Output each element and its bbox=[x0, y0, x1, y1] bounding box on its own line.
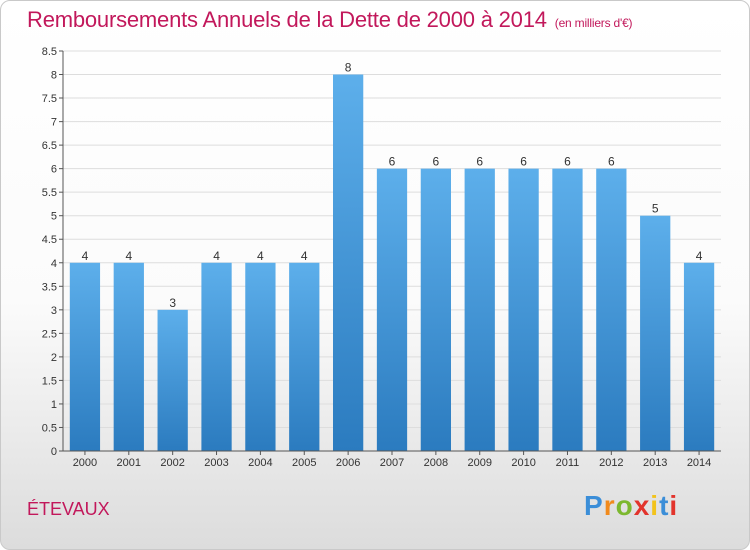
y-tick-label: 5.5 bbox=[42, 187, 57, 199]
logo-letter: o bbox=[615, 490, 634, 521]
x-tick-label: 2014 bbox=[687, 457, 711, 469]
logo-letter: x bbox=[633, 490, 651, 521]
bar-value-label: 5 bbox=[652, 202, 659, 216]
x-axis: 2000 2001 2002 2003 2004 2005 2006 2007 2008 2009… bbox=[63, 450, 721, 469]
chart-title: Remboursements Annuels de la Dette de 20… bbox=[27, 7, 633, 33]
x-tick-label: 2002 bbox=[160, 457, 184, 469]
y-tick-label: 2 bbox=[51, 352, 57, 364]
y-tick-label: 4.5 bbox=[42, 234, 57, 246]
y-tick-label: 6.5 bbox=[42, 140, 57, 152]
chart-subtitle: (en milliers d'€) bbox=[554, 16, 633, 30]
bar-2007 bbox=[376, 168, 408, 451]
bar-value-label: 4 bbox=[257, 249, 264, 263]
bar-value-label: 6 bbox=[608, 155, 615, 169]
bar-value-label: 4 bbox=[82, 249, 89, 263]
y-tick-label: 1 bbox=[51, 399, 57, 411]
x-tick-label: 2012 bbox=[599, 457, 623, 469]
bar-value-label: 4 bbox=[696, 249, 703, 263]
logo-letter: t bbox=[659, 490, 670, 521]
y-tick-label: 1.5 bbox=[42, 375, 57, 387]
x-tick-label: 2011 bbox=[556, 457, 580, 469]
proxiti-logo: Proxiti bbox=[584, 490, 678, 522]
logo-letter: P bbox=[584, 490, 604, 521]
y-tick-label: 3.5 bbox=[42, 281, 57, 293]
bar-value-label: 3 bbox=[169, 296, 176, 310]
bar-2001 bbox=[113, 262, 144, 451]
chart-title-text: Remboursements Annuels de la Dette de 20… bbox=[27, 7, 547, 32]
x-tick-label: 2005 bbox=[292, 457, 316, 469]
x-tick-label: 2000 bbox=[73, 457, 97, 469]
bar-value-label: 8 bbox=[345, 61, 352, 75]
bar-value-label: 6 bbox=[433, 155, 440, 169]
bar-value-label: 6 bbox=[389, 155, 396, 169]
bar-2000 bbox=[69, 262, 101, 451]
y-tick-label: 7 bbox=[51, 117, 57, 129]
bar-value-label: 6 bbox=[476, 155, 483, 169]
y-tick-label: 0.5 bbox=[42, 422, 57, 434]
y-tick-label: 3 bbox=[51, 305, 57, 317]
commune-name: ÉTEVAUX bbox=[27, 499, 110, 519]
bar-2002 bbox=[157, 309, 188, 451]
x-tick-label: 2006 bbox=[336, 457, 360, 469]
bar-2013 bbox=[640, 215, 671, 451]
bars: 4 4 3 4 4 4 8 6 6 6 6 6 6 5 4 bbox=[69, 61, 715, 451]
logo-letter: r bbox=[603, 490, 616, 521]
x-tick-label: 2001 bbox=[117, 457, 141, 469]
bar-value-label: 4 bbox=[213, 249, 220, 263]
y-tick-label: 2.5 bbox=[42, 328, 57, 340]
x-tick-label: 2010 bbox=[511, 457, 535, 469]
bar-2003 bbox=[201, 262, 232, 451]
y-tick-label: 8 bbox=[51, 70, 57, 82]
y-tick-label: 0 bbox=[51, 446, 57, 458]
logo-letter: i bbox=[650, 490, 660, 521]
x-tick-label: 2013 bbox=[643, 457, 667, 469]
bar-value-label: 4 bbox=[125, 249, 132, 263]
y-tick-label: 5 bbox=[51, 211, 57, 223]
x-tick-label: 2007 bbox=[380, 457, 404, 469]
bar-2004 bbox=[245, 262, 276, 451]
y-tick-label: 6 bbox=[51, 164, 57, 176]
bar-2011 bbox=[552, 168, 583, 451]
bar-value-label: 6 bbox=[520, 155, 527, 169]
y-tick-label: 7.5 bbox=[42, 93, 57, 105]
bar-2006 bbox=[332, 74, 364, 451]
bar-2009 bbox=[464, 168, 495, 451]
y-tick-label: 8.5 bbox=[42, 46, 57, 58]
bar-2005 bbox=[289, 262, 320, 451]
x-tick-label: 2008 bbox=[424, 457, 448, 469]
x-tick-label: 2003 bbox=[204, 457, 228, 469]
y-tick-label: 4 bbox=[51, 258, 57, 270]
bar-value-label: 6 bbox=[564, 155, 571, 169]
bar-2014 bbox=[683, 262, 715, 451]
bar-2012 bbox=[596, 168, 627, 451]
bar-2010 bbox=[508, 168, 539, 451]
logo-letter: i bbox=[669, 490, 679, 521]
y-axis: 0 0.5 1 1.5 2 2.5 3 3.5 4 4.5 5 5.5 6 6.5 7 7.5 8 8.5 bbox=[42, 46, 64, 458]
x-tick-label: 2009 bbox=[467, 457, 491, 469]
bar-value-label: 4 bbox=[301, 249, 308, 263]
bar-2008 bbox=[420, 168, 452, 451]
x-tick-label: 2004 bbox=[248, 457, 272, 469]
